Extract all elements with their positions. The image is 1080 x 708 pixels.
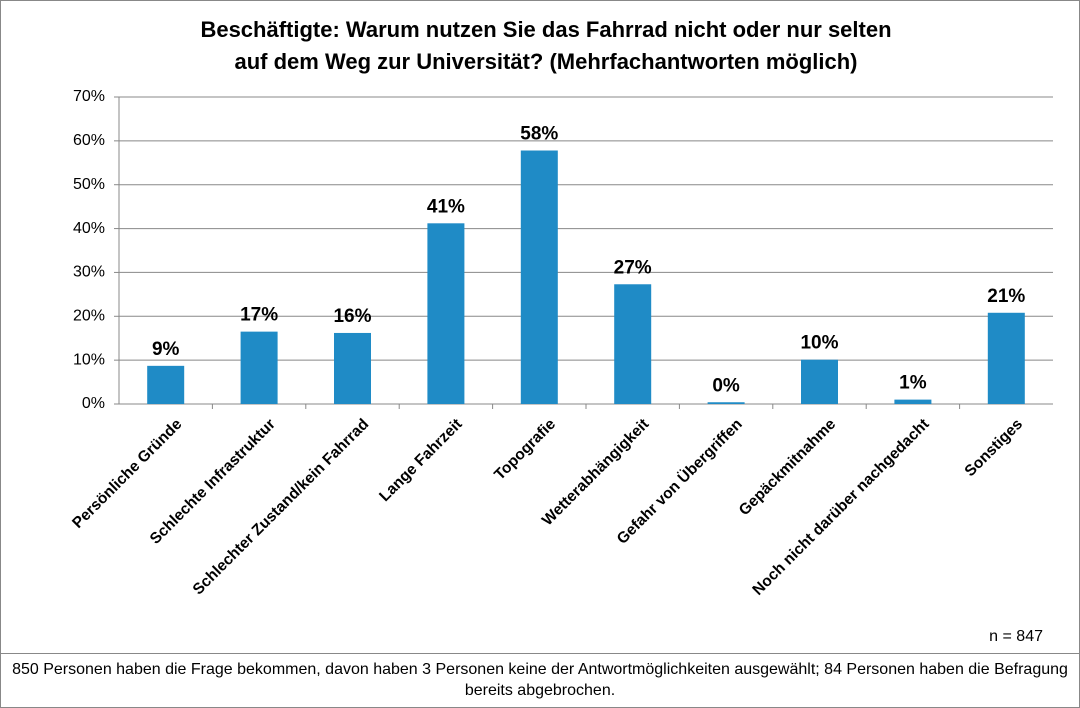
bar <box>614 284 652 404</box>
bar <box>894 399 932 404</box>
x-tick-label: Gepäckmitnahme <box>736 415 840 519</box>
x-tick-label: Lange Fahrzeit <box>376 416 465 505</box>
chart-title: Beschäftigte: Warum nutzen Sie das Fahrr… <box>200 17 891 42</box>
data-label: 41% <box>427 196 465 217</box>
data-label: 27% <box>614 257 652 278</box>
bar <box>520 150 558 404</box>
x-tick-label: Sonstiges <box>962 416 1026 480</box>
x-tick-label: Wetterabhängigkeit <box>539 416 653 530</box>
bar <box>147 365 185 404</box>
data-label: 10% <box>800 333 838 354</box>
bar <box>801 359 838 404</box>
y-tick-label: 60% <box>73 132 105 149</box>
bar <box>240 331 278 404</box>
data-label: 1% <box>899 373 927 394</box>
footnote: 850 Personen haben die Frage bekommen, d… <box>1 653 1079 707</box>
y-tick-label: 70% <box>73 88 105 105</box>
chart-title: auf dem Weg zur Universität? (Mehrfachan… <box>235 49 858 74</box>
y-tick-label: 10% <box>73 351 105 368</box>
x-tick-label: Topografie <box>491 415 559 483</box>
data-label: 9% <box>152 339 180 360</box>
data-label: 58% <box>520 124 558 145</box>
bar <box>427 223 465 404</box>
y-tick-label: 20% <box>73 308 105 325</box>
y-tick-label: 30% <box>73 264 105 281</box>
data-label: 21% <box>987 286 1025 307</box>
x-tick-label: Schlechter Zustand/kein Fahrrad <box>190 416 373 599</box>
data-label: 17% <box>240 305 278 326</box>
y-tick-label: 50% <box>73 176 105 193</box>
bar <box>707 402 745 404</box>
x-tick-label: Noch nicht darüber nachgedacht <box>749 416 932 599</box>
data-label: 16% <box>333 306 371 327</box>
bar <box>987 312 1025 404</box>
annotation: n = 847 <box>989 628 1043 645</box>
y-tick-label: 0% <box>82 395 105 412</box>
y-tick-label: 40% <box>73 220 105 237</box>
bar <box>334 332 371 404</box>
chart: Beschäftigte: Warum nutzen Sie das Fahrr… <box>69 17 1053 645</box>
data-label: 0% <box>712 375 740 396</box>
